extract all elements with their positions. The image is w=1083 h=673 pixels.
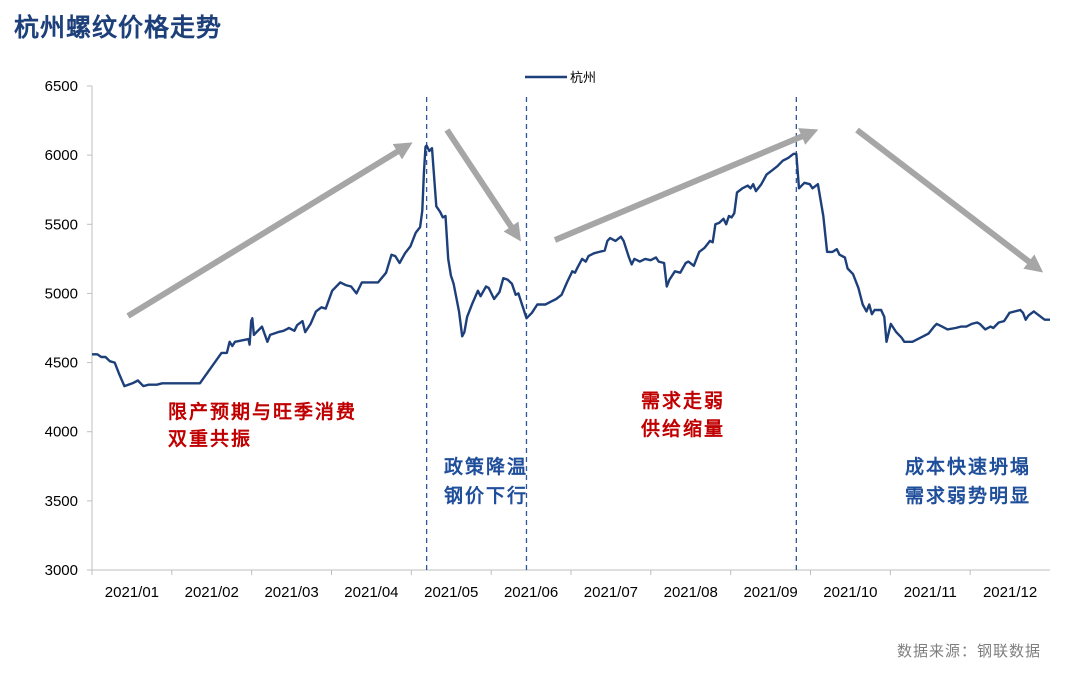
x-tick-label-9: 2021/10 xyxy=(823,584,877,601)
x-tick-label-11: 2021/12 xyxy=(983,584,1037,601)
annotation-2-line-2: 钢价下行 xyxy=(444,484,528,507)
legend: 杭州 xyxy=(525,71,596,86)
y-tick-label-2: 4000 xyxy=(45,424,78,441)
trend-arrow-up-2 xyxy=(553,128,819,243)
x-tick-label-4: 2021/05 xyxy=(424,584,478,601)
trend-arrow-down-2 xyxy=(855,127,1044,273)
event-dividers xyxy=(425,97,797,570)
x-tick-label-7: 2021/08 xyxy=(664,584,718,601)
x-tick-label-1: 2021/02 xyxy=(185,584,239,601)
trend-arrow-down-1 xyxy=(444,128,521,242)
annotation-3-line-2: 供给缩量 xyxy=(640,417,725,440)
data-source-note: 数据来源：钢联数据 xyxy=(896,642,1041,660)
annotation-1-line-2: 双重共振 xyxy=(168,427,252,450)
x-tick-label-8: 2021/09 xyxy=(743,584,797,601)
x-tick-label-3: 2021/04 xyxy=(344,584,398,601)
x-tick-label-6: 2021/07 xyxy=(584,584,638,601)
trend-arrows xyxy=(126,127,1044,319)
y-tick-label-6: 6000 xyxy=(45,147,78,164)
y-tick-label-7: 6500 xyxy=(45,78,78,95)
x-tick-label-2: 2021/03 xyxy=(264,584,318,601)
x-tick-label-0: 2021/01 xyxy=(105,584,159,601)
annotation-2-line-1: 政策降温 xyxy=(444,455,528,478)
x-tick-label-10: 2021/11 xyxy=(904,584,957,601)
annotations: 限产预期与旺季消费 双重共振 政策降温 钢价下行 需求走弱 供给缩量 成本快速坍… xyxy=(168,389,1031,507)
x-tick-label-5: 2021/06 xyxy=(504,584,558,601)
y-tick-label-4: 5000 xyxy=(45,285,78,302)
series-line-hangzhou xyxy=(92,144,1050,388)
chart-title: 杭州螺纹价格走势 xyxy=(14,13,223,42)
annotation-4-line-2: 需求弱势明显 xyxy=(905,484,1031,507)
annotation-4-line-1: 成本快速坍塌 xyxy=(905,455,1031,478)
y-tick-label-0: 3000 xyxy=(45,562,78,579)
y-axis-ticks: 3000 3500 4000 4500 5000 5500 6000 6500 xyxy=(45,78,92,579)
y-tick-label-5: 5500 xyxy=(45,216,78,233)
y-tick-label-3: 4500 xyxy=(45,355,78,372)
trend-arrow-up-1 xyxy=(126,142,413,319)
x-axis-ticks: 2021/01 2021/02 2021/03 2021/04 2021/05 2021/… xyxy=(91,570,1037,601)
annotation-3-line-1: 需求走弱 xyxy=(641,389,725,412)
y-tick-label-1: 3500 xyxy=(45,493,78,510)
legend-label: 杭州 xyxy=(570,71,596,86)
annotation-1-line-1: 限产预期与旺季消费 xyxy=(168,400,357,423)
